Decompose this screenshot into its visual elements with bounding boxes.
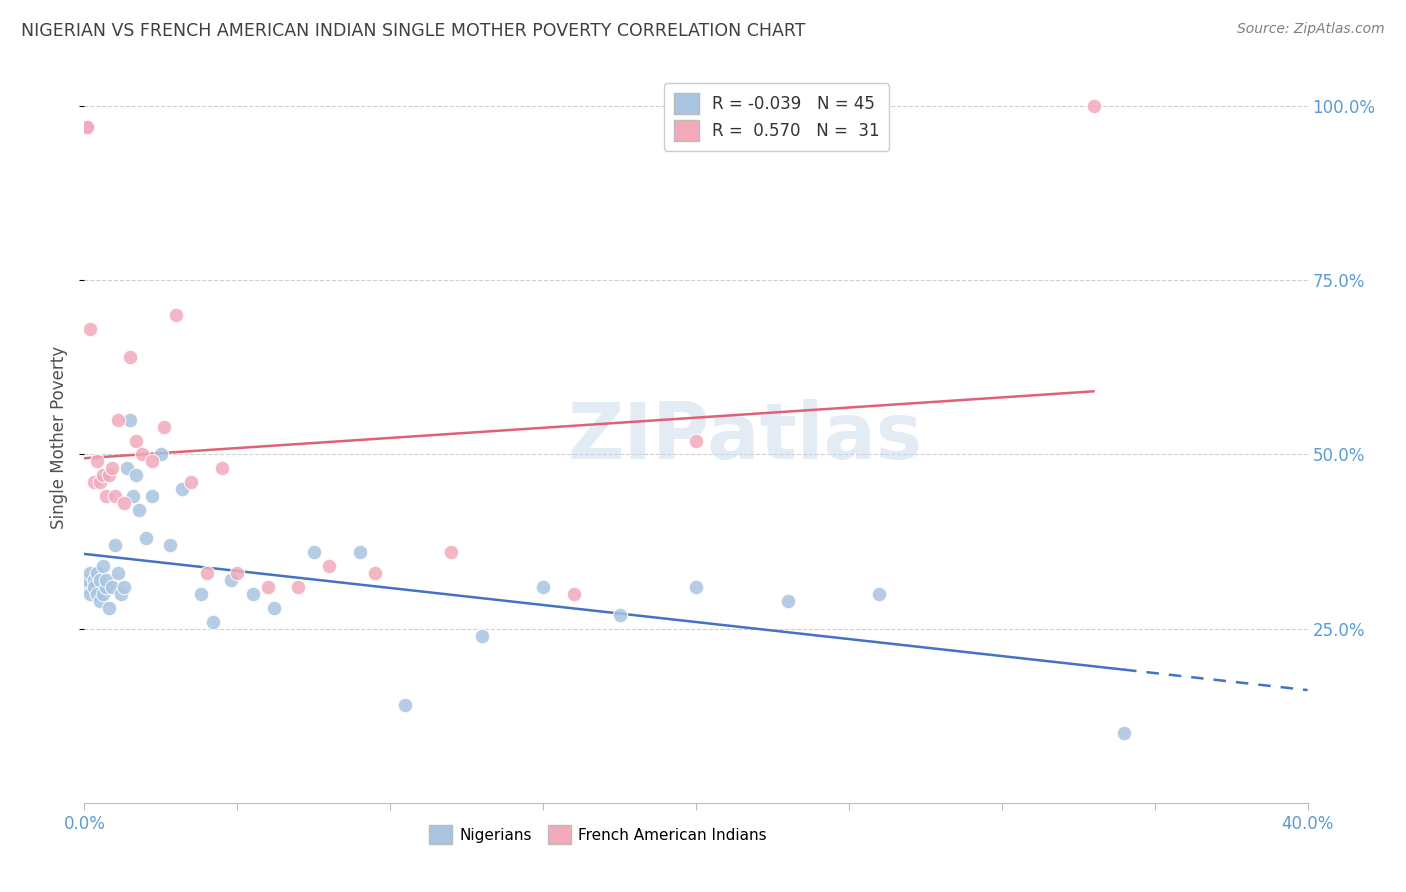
Point xyxy=(89,594,111,608)
Point xyxy=(79,322,101,336)
Point xyxy=(141,489,163,503)
Point xyxy=(115,461,138,475)
Point xyxy=(86,566,108,580)
Point xyxy=(97,600,120,615)
Point xyxy=(195,566,218,580)
Point xyxy=(685,580,707,594)
Point xyxy=(76,120,98,134)
Point xyxy=(122,489,145,503)
Point xyxy=(94,580,117,594)
Point xyxy=(112,580,135,594)
Point xyxy=(125,434,148,448)
Point xyxy=(110,587,132,601)
Point xyxy=(211,461,233,475)
Point xyxy=(349,545,371,559)
Point xyxy=(79,566,101,580)
Point xyxy=(86,587,108,601)
Legend: Nigerians, French American Indians: Nigerians, French American Indians xyxy=(423,819,773,850)
Point xyxy=(364,566,387,580)
Point xyxy=(91,587,114,601)
Point xyxy=(257,580,280,594)
Point xyxy=(91,558,114,573)
Point xyxy=(91,468,114,483)
Point xyxy=(76,573,98,587)
Point xyxy=(318,558,340,573)
Point xyxy=(153,419,176,434)
Point xyxy=(125,468,148,483)
Point xyxy=(180,475,202,490)
Point xyxy=(101,461,124,475)
Point xyxy=(263,600,285,615)
Point xyxy=(562,587,585,601)
Text: Source: ZipAtlas.com: Source: ZipAtlas.com xyxy=(1237,22,1385,37)
Point xyxy=(104,538,127,552)
Point xyxy=(76,120,98,134)
Point xyxy=(141,454,163,468)
Point xyxy=(89,573,111,587)
Point xyxy=(86,454,108,468)
Point xyxy=(107,412,129,426)
Point xyxy=(172,483,194,497)
Y-axis label: Single Mother Poverty: Single Mother Poverty xyxy=(51,345,69,529)
Point xyxy=(135,531,157,545)
Point xyxy=(83,580,105,594)
Point xyxy=(76,580,98,594)
Point xyxy=(120,412,142,426)
Point xyxy=(128,503,150,517)
Point xyxy=(94,489,117,503)
Point xyxy=(83,573,105,587)
Point xyxy=(1114,726,1136,740)
Point xyxy=(242,587,264,601)
Point xyxy=(120,350,142,364)
Point xyxy=(219,573,242,587)
Point xyxy=(101,580,124,594)
Point xyxy=(190,587,212,601)
Point xyxy=(531,580,554,594)
Point xyxy=(107,566,129,580)
Point xyxy=(394,698,416,713)
Point xyxy=(112,496,135,510)
Point xyxy=(165,308,187,322)
Point xyxy=(97,468,120,483)
Point xyxy=(79,587,101,601)
Point xyxy=(83,475,105,490)
Point xyxy=(131,448,153,462)
Point xyxy=(89,475,111,490)
Point xyxy=(104,489,127,503)
Point xyxy=(287,580,309,594)
Point xyxy=(159,538,181,552)
Point xyxy=(869,587,891,601)
Point xyxy=(471,629,494,643)
Point xyxy=(226,566,249,580)
Point xyxy=(302,545,325,559)
Point xyxy=(685,434,707,448)
Text: NIGERIAN VS FRENCH AMERICAN INDIAN SINGLE MOTHER POVERTY CORRELATION CHART: NIGERIAN VS FRENCH AMERICAN INDIAN SINGL… xyxy=(21,22,806,40)
Point xyxy=(1083,99,1105,113)
Point xyxy=(776,594,799,608)
Point xyxy=(149,448,172,462)
Point xyxy=(440,545,463,559)
Point xyxy=(94,573,117,587)
Point xyxy=(201,615,224,629)
Point xyxy=(609,607,631,622)
Text: ZIPatlas: ZIPatlas xyxy=(568,399,922,475)
